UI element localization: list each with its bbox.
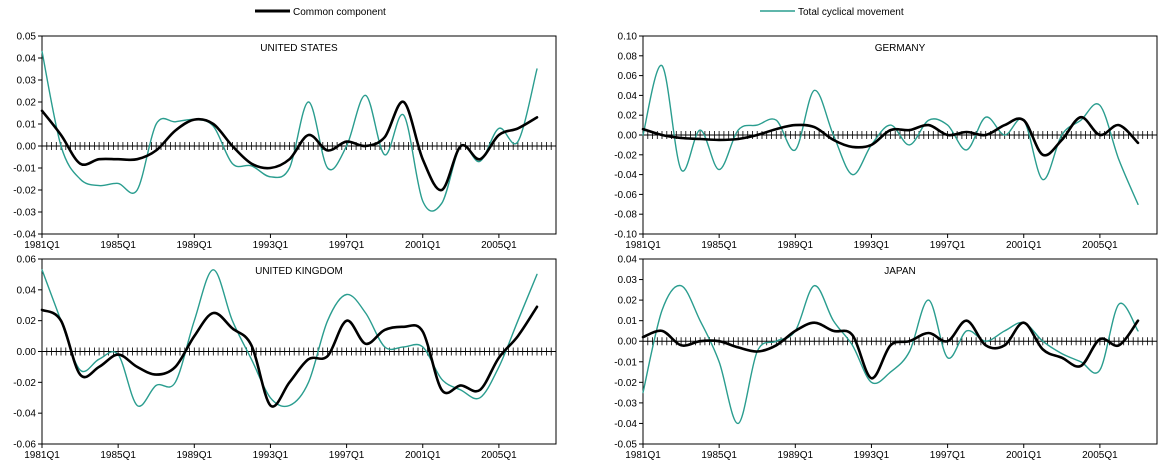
series-common-line (40, 100, 539, 192)
x-tick-label: 1997Q1 (930, 240, 966, 251)
y-tick-label: 0.01 (618, 316, 638, 327)
panel-germany: -0.10 -0.08 -0.06 -0.04 -0.02 0.00 0.02 0.04 0.0… (614, 32, 1158, 251)
y-tick-label: -0.06 (13, 440, 36, 451)
x-tick-label: 1981Q1 (24, 450, 60, 461)
y-tick-label: 0.00 (618, 131, 638, 142)
y-tick-label: 0.04 (618, 255, 638, 266)
panel-united-kingdom: -0.06 -0.04 -0.02 0.00 0.02 0.04 0.06 1981Q1 198… (13, 255, 557, 461)
x-tick-label: 1997Q1 (930, 450, 966, 461)
y-tick-label: -0.03 (614, 398, 637, 409)
y-tick-label: 0.02 (618, 111, 638, 122)
y-tick-label: 0.00 (17, 347, 37, 358)
y-tick-label: 0.06 (618, 71, 638, 82)
y-tick-label: 0.04 (17, 285, 37, 296)
x-tick-label: 1985Q1 (701, 450, 737, 461)
x-tick-label: 1993Q1 (253, 240, 289, 251)
y-tick-label: 0.02 (17, 98, 37, 109)
legend-total-label: Total cyclical movement (798, 7, 904, 18)
y-tick-label: -0.08 (614, 210, 637, 221)
plot-frame (41, 35, 557, 235)
x-tick-label: 1993Q1 (854, 240, 890, 251)
y-tick-label: -0.02 (614, 150, 637, 161)
x-tick-label: 1981Q1 (625, 450, 661, 461)
y-tick-label: 0.03 (17, 76, 37, 87)
x-tick-label: 1993Q1 (253, 450, 289, 461)
x-tick-label: 2005Q1 (481, 450, 517, 461)
x-tick-label: 1981Q1 (24, 240, 60, 251)
y-tick-label: -0.04 (13, 230, 36, 241)
x-tick-label: 2001Q1 (405, 240, 441, 251)
series-common-line (641, 115, 1140, 157)
y-tick-label: 0.02 (618, 296, 638, 307)
panel-united-states: -0.04 -0.03 -0.02 -0.01 0.00 0.01 0.02 0.03 0.04… (13, 32, 557, 251)
y-tick-label: 0.05 (17, 32, 37, 43)
x-tick-label: 1985Q1 (100, 450, 136, 461)
y-tick-label: -0.02 (13, 186, 36, 197)
x-tick-label: 1989Q1 (176, 240, 212, 251)
x-tick-label: 1989Q1 (777, 240, 813, 251)
y-tick-label: 0.04 (17, 54, 37, 65)
x-tick-label: 1997Q1 (329, 450, 365, 461)
x-tick-label: 1993Q1 (854, 450, 890, 461)
x-tick-label: 1989Q1 (176, 450, 212, 461)
panel-title: JAPAN (884, 266, 916, 277)
x-tick-label: 2001Q1 (405, 450, 441, 461)
legend-common-label: Common component (293, 7, 386, 18)
y-tick-label: 0.00 (17, 142, 37, 153)
y-tick-label: -0.05 (614, 440, 637, 451)
y-tick-label: -0.02 (13, 378, 36, 389)
x-tick-label: 2001Q1 (1006, 240, 1042, 251)
x-tick-label: 1985Q1 (100, 240, 136, 251)
y-tick-label: -0.10 (614, 230, 637, 241)
series-total-line (642, 64, 1139, 205)
x-tick-label: 2005Q1 (481, 240, 517, 251)
y-tick-label: 0.04 (618, 91, 638, 102)
y-tick-label: 0.01 (17, 120, 37, 131)
x-tick-label: 1981Q1 (625, 240, 661, 251)
x-tick-label: 2005Q1 (1082, 450, 1118, 461)
series-common-line (641, 319, 1140, 380)
y-tick-label: -0.06 (614, 190, 637, 201)
x-tick-label: 1997Q1 (329, 240, 365, 251)
y-tick-label: -0.01 (13, 164, 36, 175)
legend: Common component Total cyclical movement (255, 7, 904, 18)
y-tick-label: 0.08 (618, 51, 638, 62)
x-tick-label: 2001Q1 (1006, 450, 1042, 461)
y-tick-label: -0.04 (614, 419, 637, 430)
plot-frame (642, 258, 1158, 445)
y-tick-label: 0.02 (17, 316, 37, 327)
panel-japan: -0.05 -0.04 -0.03 -0.02 -0.01 0.00 0.01 0.02 0.0… (614, 255, 1158, 461)
panel-title: UNITED KINGDOM (255, 266, 343, 277)
series-total-line (41, 50, 538, 212)
y-tick-label: 0.03 (618, 275, 638, 286)
x-tick-label: 1985Q1 (701, 240, 737, 251)
y-tick-label: 0.10 (618, 32, 638, 43)
y-tick-label: -0.04 (614, 170, 637, 181)
y-tick-label: -0.02 (614, 378, 637, 389)
series-common-line (40, 305, 539, 408)
panel-title: GERMANY (875, 43, 926, 54)
x-tick-label: 1989Q1 (777, 450, 813, 461)
y-tick-label: 0.00 (618, 337, 638, 348)
y-tick-label: -0.01 (614, 357, 637, 368)
series-total-line (642, 284, 1139, 425)
x-tick-label: 2005Q1 (1082, 240, 1118, 251)
y-tick-label: -0.04 (13, 409, 36, 420)
panel-title: UNITED STATES (260, 43, 338, 54)
y-tick-label: 0.06 (17, 255, 37, 266)
zero-baseline-ticks (41, 142, 557, 150)
zero-baseline-ticks (41, 347, 557, 356)
y-tick-label: -0.03 (13, 208, 36, 219)
